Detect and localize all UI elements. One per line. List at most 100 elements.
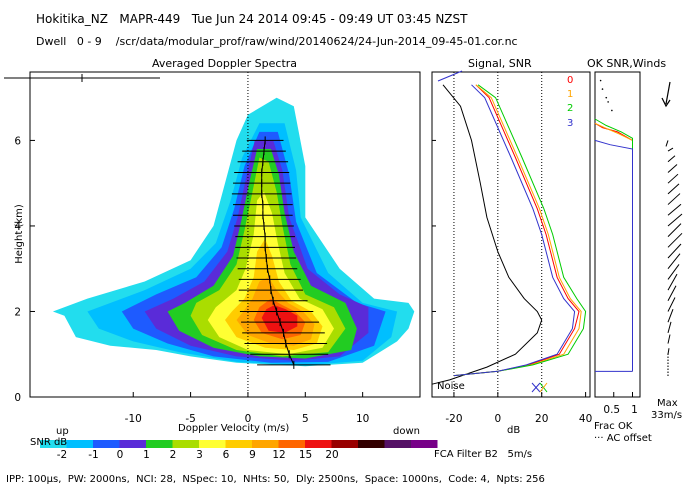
colorbar-tick-label-9: 15 (299, 449, 312, 461)
x-down-label: down (393, 426, 420, 437)
colorbar-tick-label-7: 9 (249, 449, 256, 461)
snr-top-marker (437, 70, 463, 82)
wind-reference-arrowhead (661, 97, 671, 108)
spectra-ytick-label-0: 0 (14, 392, 21, 404)
colorbar-swatch-9 (278, 440, 305, 448)
wind-barb-16 (667, 297, 676, 312)
wind-barb-10 (667, 232, 683, 248)
wind-barb-8 (667, 213, 683, 227)
wind-barb-9 (667, 223, 682, 237)
x-axis-label: Doppler Velocity (m/s) (178, 423, 290, 434)
colorbar-swatch-11 (331, 440, 358, 448)
spectra-title: Averaged Doppler Spectra (152, 57, 298, 70)
colorbar-swatch-7 (225, 440, 252, 448)
snr-xtick-label-1: 0 (494, 413, 501, 425)
ok-series-1 (594, 122, 633, 372)
spectra-ytick-label-2: 4 (14, 221, 21, 233)
colorbar-swatch-12 (358, 440, 385, 448)
colorbar-swatch-5 (172, 440, 199, 448)
channel-0-label: 0 (567, 75, 574, 86)
ok-x-label2: ··· AC offset (594, 433, 652, 444)
wind-barb-6 (667, 193, 681, 205)
spectra-xtick-label-2: 0 (245, 413, 252, 425)
colorbar-tick-label-4: 2 (170, 449, 177, 461)
wind-barb-20 (667, 348, 670, 355)
wind-barb-18 (667, 321, 672, 333)
snr-title: Signal, SNR (468, 57, 532, 70)
noise-label: Noise (437, 381, 465, 392)
colorbar-tick-label-0: -2 (57, 449, 67, 461)
snr-series-1 (453, 84, 580, 377)
spectra-frame (29, 71, 421, 398)
wind-barb-1 (667, 147, 674, 152)
snr-series-0 (431, 84, 543, 385)
spectra-xtick-label-1: -5 (185, 413, 195, 425)
snr-series-2 (453, 84, 582, 377)
wind-lowlevel-dot-7 (667, 374, 669, 376)
colorbar-swatch-13 (384, 440, 411, 448)
snr-xtick-label-0: -20 (445, 413, 462, 425)
spectra-ytick-label-3: 6 (14, 135, 21, 147)
colorbar-swatch-14 (411, 440, 438, 448)
wind-lowlevel-dot-5 (667, 368, 669, 370)
colorbar-swatch-0 (40, 440, 67, 448)
wind-barb-3 (667, 164, 678, 173)
ok-series-2 (594, 118, 633, 372)
colorbar-swatch-8 (252, 440, 279, 448)
spectra-y-axis-label: Height (km) (14, 204, 25, 264)
filter-label: FCA Filter B2 5m/s (434, 449, 533, 460)
channel-2-label: 2 (567, 103, 574, 114)
wind-barb-12 (667, 253, 681, 270)
wind-lowlevel-dot-3 (667, 362, 669, 364)
wind-barb-19 (667, 334, 671, 344)
colorbar-swatch-10 (305, 440, 332, 448)
peak-velocity-line (261, 140, 295, 366)
wind-barb-2 (667, 155, 676, 163)
wind-barb-15 (667, 285, 677, 302)
colorbar-label: SNR dB (30, 437, 68, 448)
colorbar-tick-label-2: 0 (117, 449, 124, 461)
colorbar-tick-label-5: 3 (196, 449, 203, 461)
colorbar-tick-label-3: 1 (143, 449, 150, 461)
noise-cross-b (531, 382, 541, 393)
wind-max-label: Max (657, 398, 678, 409)
wind-lowlevel-dot-2 (667, 359, 669, 361)
wind-lowlevel-dot-6 (667, 371, 669, 373)
ac-offset-dot-3 (611, 109, 613, 112)
ac-offset-dot-2 (607, 101, 609, 103)
x-up-label: up (56, 426, 69, 437)
snr-series-4 (453, 84, 576, 377)
wind-barb-4 (667, 173, 679, 184)
wind-barb-0 (665, 140, 669, 147)
ok-xtick-label-0: 0.5 (603, 404, 620, 416)
header-title: Hokitika_NZ MAPR-449 Tue Jun 24 2014 09:… (36, 12, 468, 26)
wind-max-value: 33m/s (651, 410, 683, 421)
colorbar-swatch-4 (146, 440, 173, 448)
colorbar-tick-label-8: 12 (272, 449, 285, 461)
ac-offset-dot-0 (599, 79, 602, 82)
wind-barb-5 (667, 183, 680, 195)
channel-3-label: 3 (567, 118, 574, 129)
snr-x-label: dB (507, 425, 521, 436)
spectra-xtick-label-3: 5 (302, 413, 309, 425)
snr-xtick-label-2: 20 (535, 413, 548, 425)
wind-lowlevel-dot-0 (667, 353, 669, 355)
ok-series-0 (594, 122, 633, 372)
ac-offset-dot-4 (605, 96, 608, 99)
wind-lowlevel-dot-4 (667, 365, 669, 367)
footer-params: IPP: 100μs, PW: 2000ns, NCI: 28, NSpec: … (6, 474, 545, 485)
wind-barb-17 (667, 308, 674, 323)
snr-xtick-label-3: 40 (579, 413, 592, 425)
spectra-xtick-label-0: -10 (125, 413, 142, 425)
ok-title: OK SNR,Winds (587, 57, 667, 70)
colorbar-swatch-1 (66, 440, 93, 448)
colorbar-tick-label-6: 6 (223, 449, 230, 461)
snr-series-3 (453, 84, 587, 377)
ok-xtick-label-1: 1 (631, 404, 638, 416)
snr-frame (431, 71, 591, 398)
noise-cross-d (539, 382, 548, 393)
wind-barb-14 (667, 273, 678, 291)
colorbar-tick-label-1: -1 (88, 449, 98, 461)
